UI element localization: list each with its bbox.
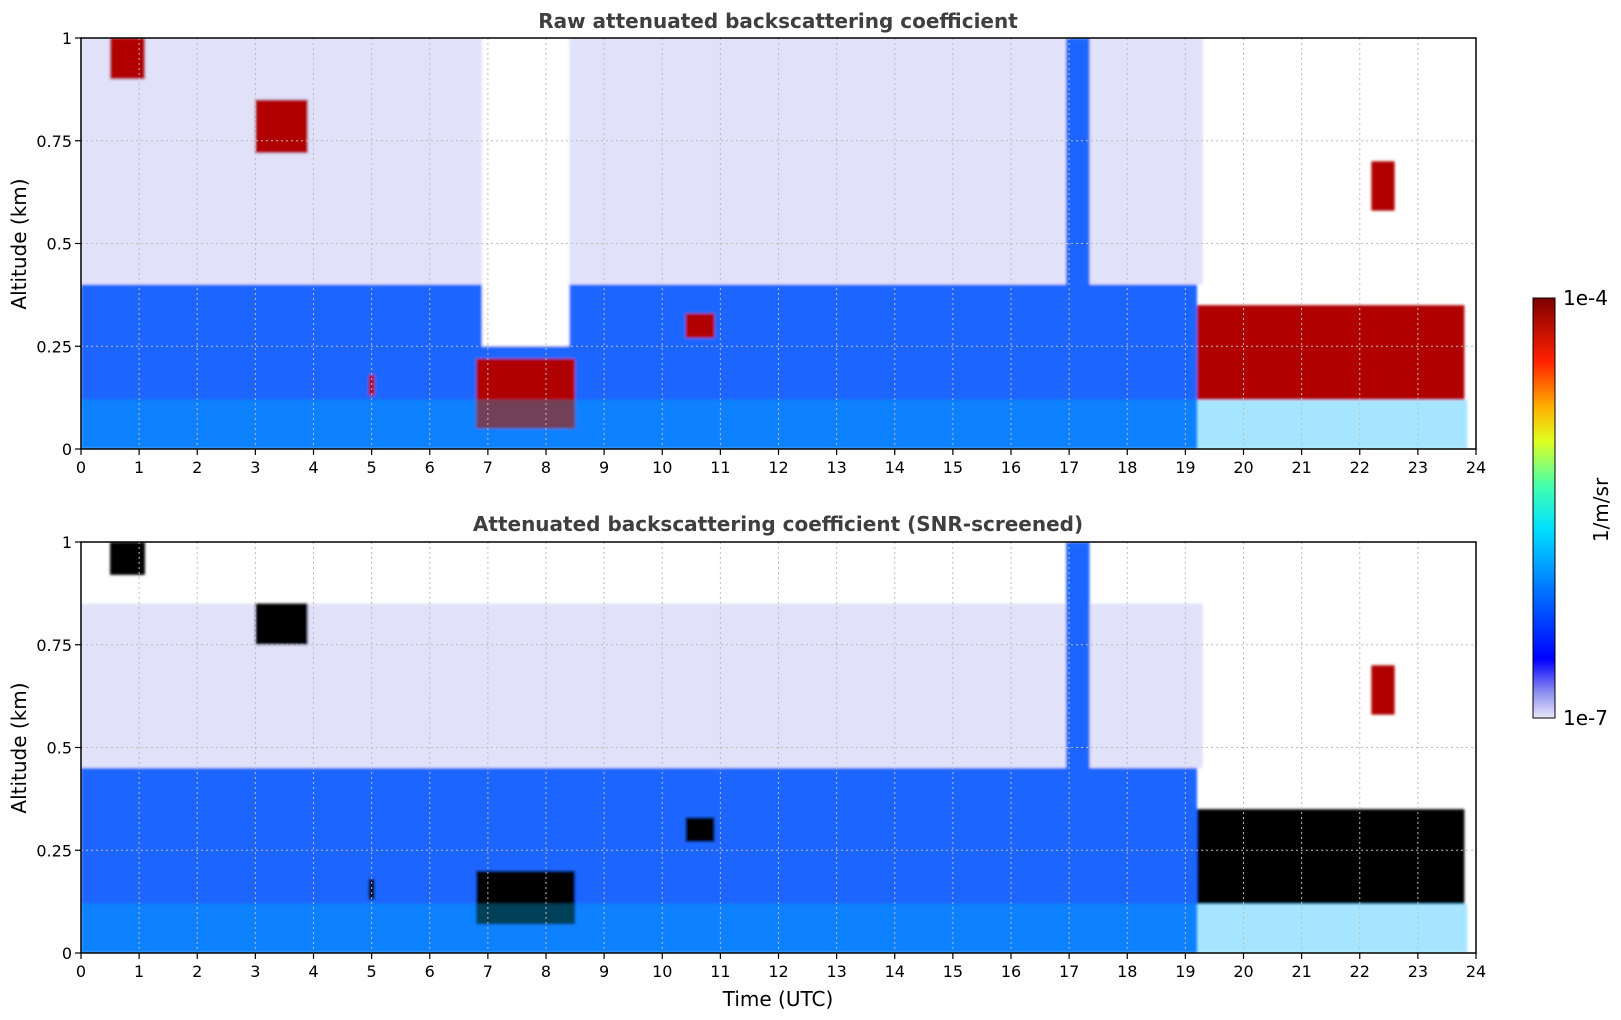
x-tick-label: 0 [76, 962, 86, 981]
colorbar-min-label: 1e-7 [1563, 706, 1608, 730]
panel-title: Raw attenuated backscattering coefficien… [538, 9, 1018, 33]
x-tick-label: 7 [483, 962, 493, 981]
x-tick-label: 17 [1059, 962, 1079, 981]
x-tick-label: 6 [425, 458, 435, 477]
x-tick-label: 16 [1001, 962, 1021, 981]
x-tick-label: 14 [885, 458, 905, 477]
x-tick-label: 21 [1291, 458, 1311, 477]
x-tick-label: 24 [1466, 962, 1486, 981]
heatmap-region [81, 603, 1203, 769]
x-tick-label: 18 [1117, 458, 1137, 477]
heatmap-region [482, 38, 570, 347]
x-tick-label: 13 [826, 458, 846, 477]
y-tick-label: 0.5 [47, 739, 72, 758]
y-axis-label: Altitude (km) [7, 682, 31, 813]
heatmap-region [255, 99, 308, 154]
y-tick-label: 0.75 [36, 636, 72, 655]
x-tick-label: 20 [1233, 458, 1253, 477]
heatmap-region [81, 903, 1468, 953]
x-tick-label: 22 [1350, 962, 1370, 981]
x-tick-label: 21 [1291, 962, 1311, 981]
heatmap-region [685, 313, 715, 339]
y-tick-label: 0 [62, 944, 72, 963]
panel-title: Attenuated backscattering coefficient (S… [473, 512, 1083, 536]
y-tick-label: 1 [62, 29, 72, 48]
colorbar-gradient [1532, 297, 1556, 719]
x-tick-label: 19 [1175, 458, 1195, 477]
x-tick-label: 10 [652, 458, 672, 477]
x-tick-label: 1 [134, 962, 144, 981]
heatmap-region [81, 38, 1203, 285]
x-tick-label: 11 [710, 458, 730, 477]
x-tick-label: 2 [192, 962, 202, 981]
y-axis: 0 0.25 0.5 0.75 1 [36, 29, 81, 459]
x-tick-label: 14 [885, 962, 905, 981]
x-tick-label: 8 [541, 458, 551, 477]
x-tick-label: 13 [826, 962, 846, 981]
x-tick-label: 17 [1059, 458, 1079, 477]
x-tick-label: 18 [1117, 962, 1137, 981]
x-tick-label: 24 [1466, 458, 1486, 477]
x-tick-label: 9 [599, 962, 609, 981]
x-tick-label: 4 [308, 458, 318, 477]
y-tick-label: 0.5 [47, 235, 72, 254]
x-tick-label: 2 [192, 458, 202, 477]
x-tick-label: 10 [652, 962, 672, 981]
colorbar-max-label: 1e-4 [1563, 286, 1608, 310]
x-tick-label: 22 [1350, 458, 1370, 477]
x-tick-label: 15 [943, 458, 963, 477]
x-tick-label: 6 [425, 962, 435, 981]
x-tick-label: 5 [367, 962, 377, 981]
x-axis: 0 1 2 3 4 5 6 7 8 9 10 11 12 13 14 15 16 17 18 19 20 21 22 23 24 [76, 449, 1486, 477]
x-tick-label: 20 [1233, 962, 1253, 981]
x-tick-label: 15 [943, 962, 963, 981]
x-tick-label: 3 [250, 962, 260, 981]
heatmap-region [81, 399, 1468, 449]
heatmap-region [1197, 809, 1465, 904]
gridlines [80, 37, 1477, 450]
y-axis: 0 0.25 0.5 0.75 1 [36, 533, 81, 963]
x-tick-label: 12 [768, 962, 788, 981]
colorbar: 1e-4 1e-7 1/m/sr [1532, 286, 1613, 730]
y-tick-label: 0.75 [36, 132, 72, 151]
heatmap-region [368, 879, 375, 900]
heatmap-region [368, 375, 375, 396]
heatmap-region [110, 38, 145, 80]
y-tick-label: 1 [62, 533, 72, 552]
y-tick-label: 0.25 [36, 337, 72, 356]
x-tick-label: 23 [1408, 458, 1428, 477]
x-tick-label: 9 [599, 458, 609, 477]
x-tick-label: 19 [1175, 962, 1195, 981]
heatmap-region [1371, 161, 1395, 211]
x-tick-label: 12 [768, 458, 788, 477]
y-axis-label: Altitude (km) [7, 178, 31, 309]
y-tick-label: 0 [62, 440, 72, 459]
heatmap-region [110, 542, 145, 575]
x-tick-label: 11 [710, 962, 730, 981]
panel-screened: Attenuated backscattering coefficient (S… [7, 512, 1486, 1011]
heatmap-region [1371, 665, 1395, 715]
heatmap-region [255, 603, 308, 645]
x-tick-label: 7 [483, 458, 493, 477]
x-tick-label: 16 [1001, 458, 1021, 477]
x-tick-label: 3 [250, 458, 260, 477]
y-tick-label: 0.25 [36, 841, 72, 860]
x-axis: 0 1 2 3 4 5 6 7 8 9 10 11 12 13 14 15 16 17 18 19 20 21 22 23 24 [76, 953, 1486, 981]
colorbar-unit-label: 1/m/sr [1589, 477, 1613, 542]
x-tick-label: 5 [367, 458, 377, 477]
x-axis-label: Time (UTC) [722, 987, 834, 1011]
x-tick-label: 8 [541, 962, 551, 981]
x-tick-label: 1 [134, 458, 144, 477]
heatmap-region [685, 817, 715, 843]
x-tick-label: 23 [1408, 962, 1428, 981]
heatmap-region [1197, 305, 1465, 400]
x-tick-label: 0 [76, 458, 86, 477]
x-tick-label: 4 [308, 962, 318, 981]
panel-raw: Raw attenuated backscattering coefficien… [7, 9, 1486, 477]
